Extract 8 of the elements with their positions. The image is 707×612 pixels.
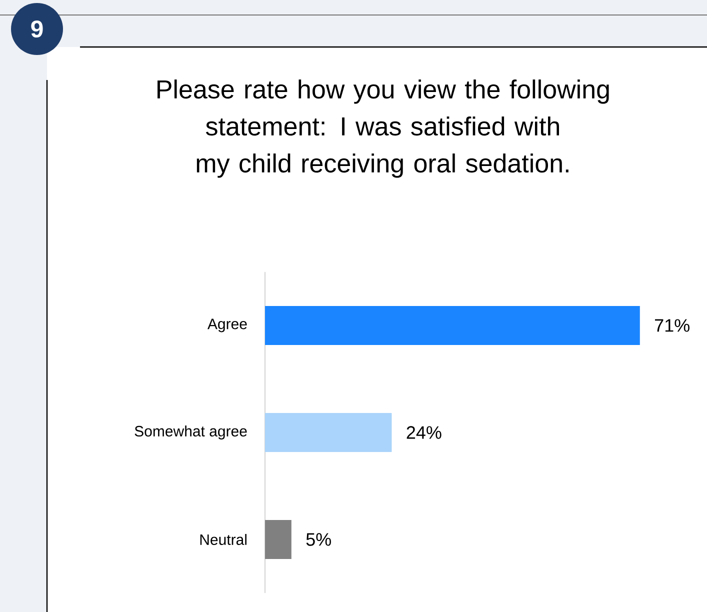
data-label: 5% [306,533,331,546]
chart-title: Please rate how you view the following statement: I was satisfied with my child receiving oral sedation. [158,80,609,178]
y-tick-label: Somewhat agree [134,425,247,440]
text: 9 [31,20,43,38]
data-label: 71% [655,319,690,332]
y-tick-label: Agree [207,318,247,332]
data-label: 24% [406,426,442,439]
y-tick-label: Neutral [200,534,246,545]
